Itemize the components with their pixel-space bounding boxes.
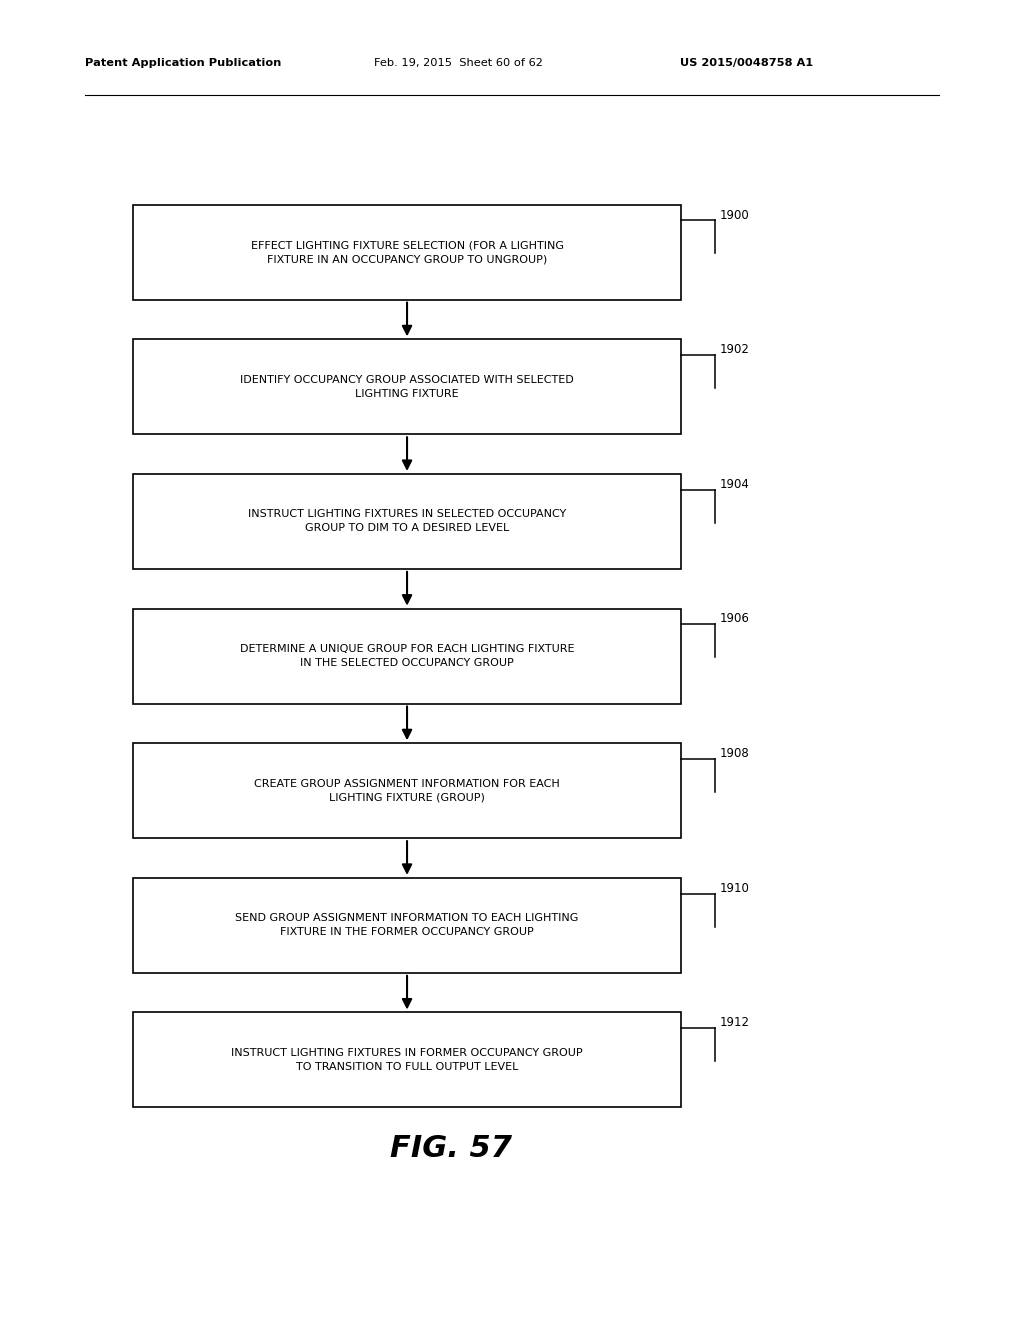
Text: 1910: 1910 <box>720 882 750 895</box>
Text: US 2015/0048758 A1: US 2015/0048758 A1 <box>680 58 813 69</box>
Text: Feb. 19, 2015  Sheet 60 of 62: Feb. 19, 2015 Sheet 60 of 62 <box>374 58 543 69</box>
Bar <box>133 878 681 973</box>
Text: DETERMINE A UNIQUE GROUP FOR EACH LIGHTING FIXTURE
IN THE SELECTED OCCUPANCY GRO: DETERMINE A UNIQUE GROUP FOR EACH LIGHTI… <box>240 644 574 668</box>
Bar <box>133 743 681 838</box>
Text: Patent Application Publication: Patent Application Publication <box>85 58 282 69</box>
Text: 1906: 1906 <box>720 612 750 626</box>
Text: SEND GROUP ASSIGNMENT INFORMATION TO EACH LIGHTING
FIXTURE IN THE FORMER OCCUPAN: SEND GROUP ASSIGNMENT INFORMATION TO EAC… <box>236 913 579 937</box>
Text: 1908: 1908 <box>720 747 750 760</box>
Text: INSTRUCT LIGHTING FIXTURES IN SELECTED OCCUPANCY
GROUP TO DIM TO A DESIRED LEVEL: INSTRUCT LIGHTING FIXTURES IN SELECTED O… <box>248 510 566 533</box>
Text: INSTRUCT LIGHTING FIXTURES IN FORMER OCCUPANCY GROUP
TO TRANSITION TO FULL OUTPU: INSTRUCT LIGHTING FIXTURES IN FORMER OCC… <box>231 1048 583 1072</box>
Text: 1902: 1902 <box>720 343 750 356</box>
Bar <box>133 1012 681 1107</box>
Text: EFFECT LIGHTING FIXTURE SELECTION (FOR A LIGHTING
FIXTURE IN AN OCCUPANCY GROUP : EFFECT LIGHTING FIXTURE SELECTION (FOR A… <box>251 240 563 264</box>
Text: 1904: 1904 <box>720 478 750 491</box>
Text: IDENTIFY OCCUPANCY GROUP ASSOCIATED WITH SELECTED
LIGHTING FIXTURE: IDENTIFY OCCUPANCY GROUP ASSOCIATED WITH… <box>241 375 573 399</box>
Text: 1900: 1900 <box>720 209 750 222</box>
Bar <box>133 609 681 704</box>
Text: CREATE GROUP ASSIGNMENT INFORMATION FOR EACH
LIGHTING FIXTURE (GROUP): CREATE GROUP ASSIGNMENT INFORMATION FOR … <box>254 779 560 803</box>
Bar <box>133 339 681 434</box>
Text: 1912: 1912 <box>720 1016 750 1030</box>
Text: FIG. 57: FIG. 57 <box>389 1134 512 1163</box>
Bar <box>133 474 681 569</box>
Bar <box>133 205 681 300</box>
